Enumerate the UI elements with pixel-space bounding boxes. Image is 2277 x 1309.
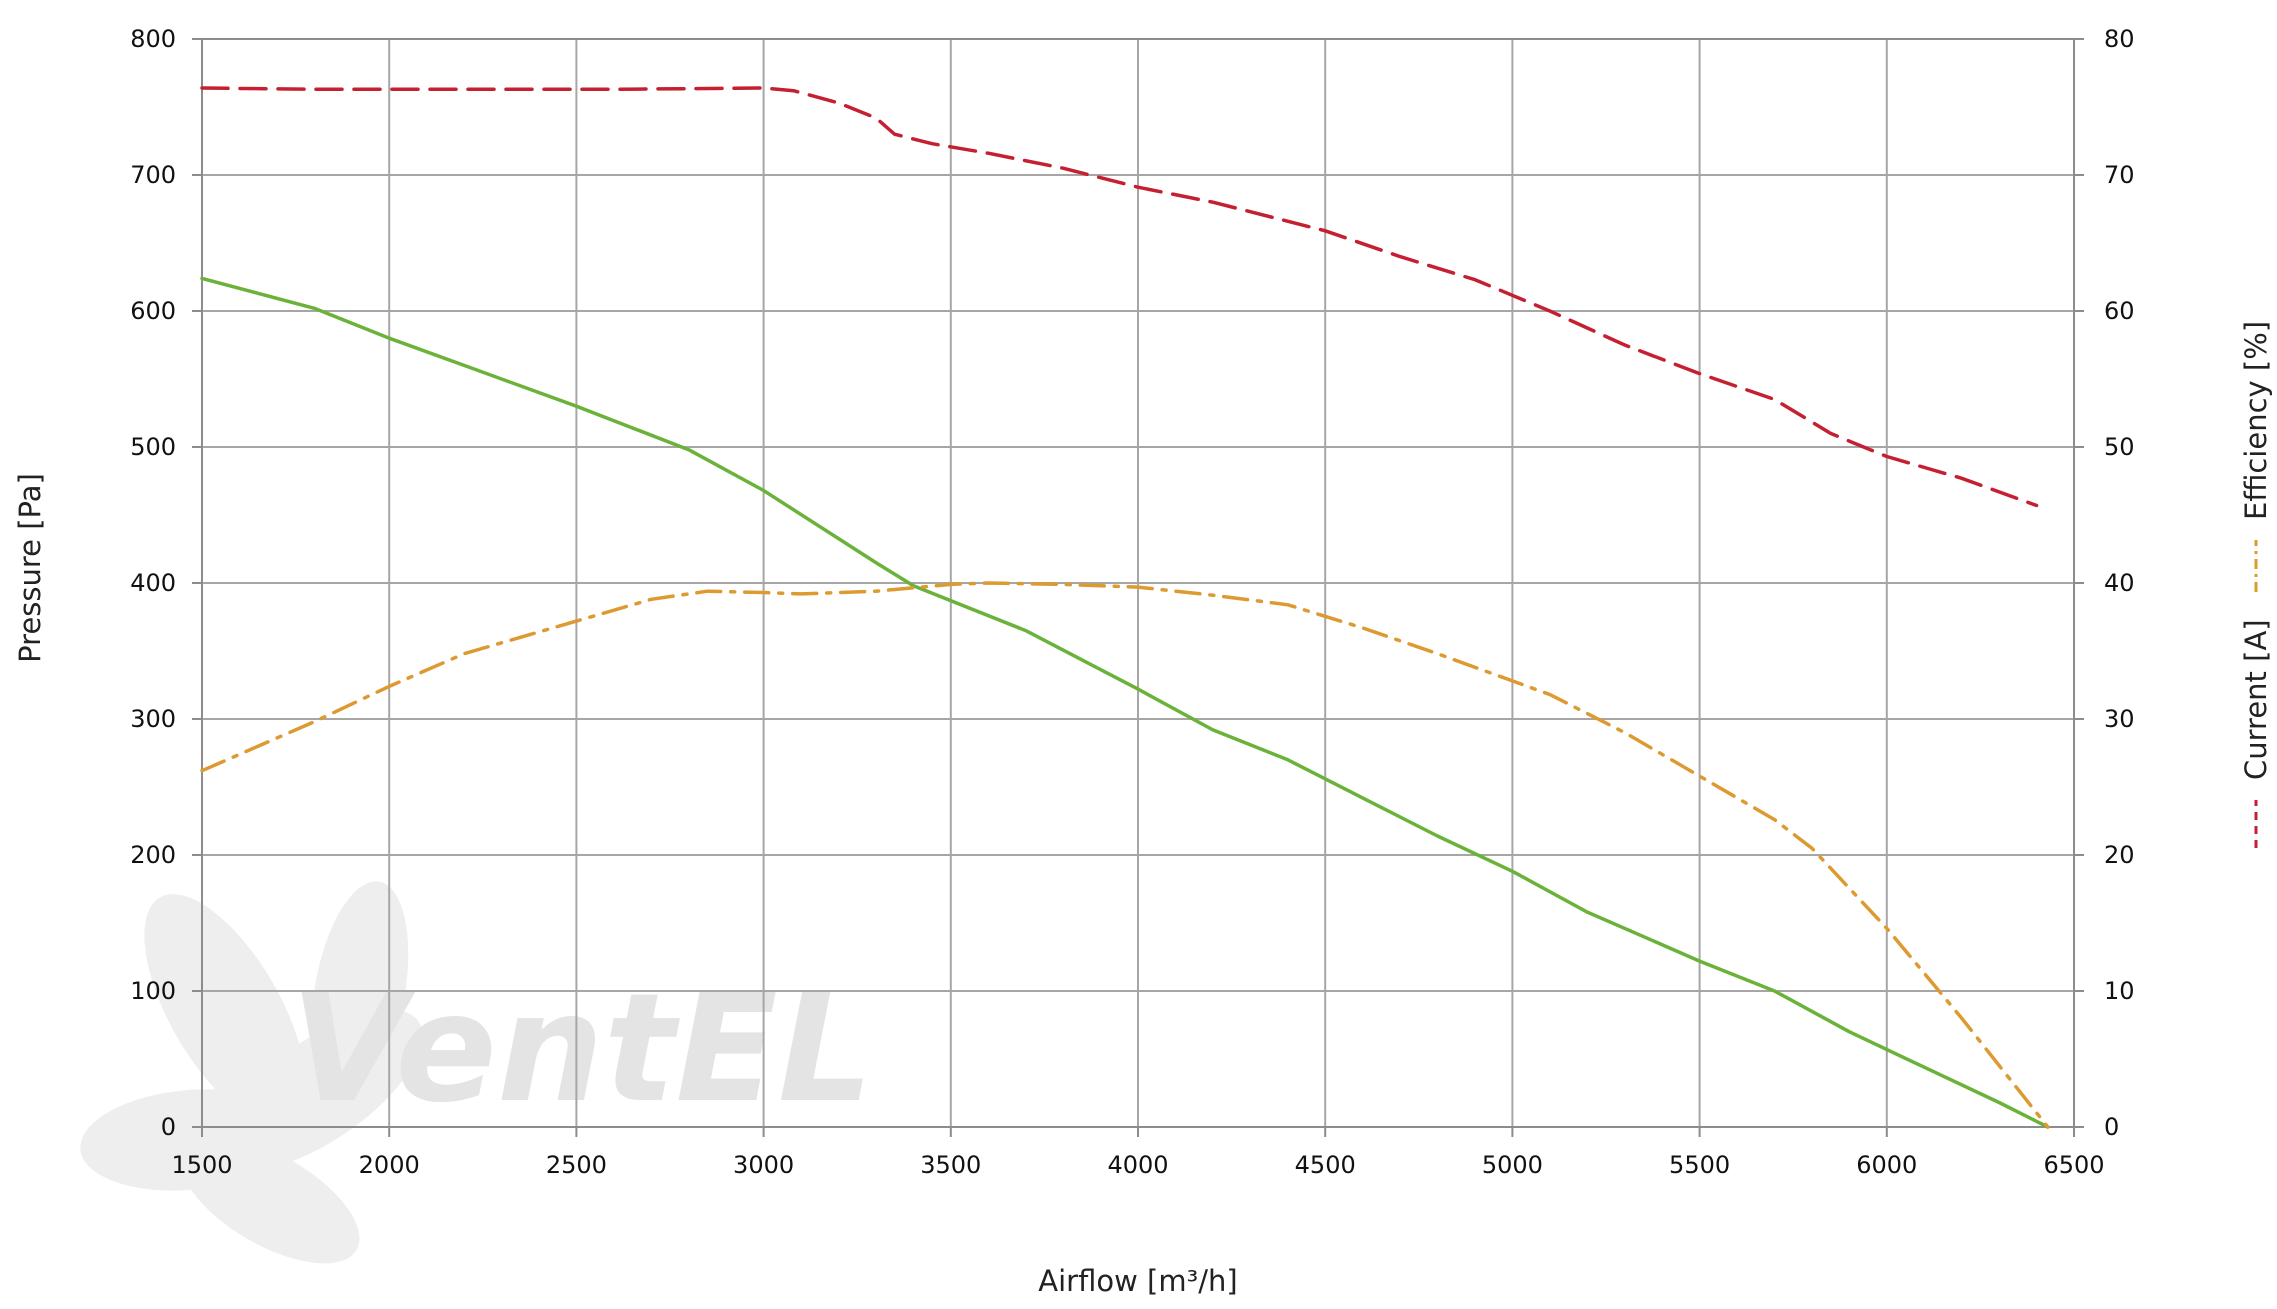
series-line-pressure <box>200 276 2050 1129</box>
x-axis-ticks: 1500 2000 2500 3000 3500 4000 4500 5000 5500 6000… <box>171 1127 2105 1179</box>
watermark-logo: VentEL <box>80 881 873 1264</box>
y2-tick-label: 0 <box>2104 1113 2119 1141</box>
y-tick-label: 800 <box>130 25 176 53</box>
y-tick-label: 400 <box>130 569 176 597</box>
y-tick-label: 300 <box>130 705 176 733</box>
x-tick-label: 4000 <box>1107 1151 1168 1179</box>
x-tick-label: 2500 <box>546 1151 607 1179</box>
x-tick-label: 4500 <box>1295 1151 1356 1179</box>
series-line-efficiency <box>200 581 2050 1129</box>
legend-current: Current [A] <box>2239 619 2273 848</box>
y2-axis-ticks: 0 10 20 30 40 50 60 70 80 <box>2074 25 2135 1141</box>
legend-current-label: Current [A] <box>2239 619 2273 780</box>
x-tick-label: 5500 <box>1669 1151 1730 1179</box>
y-tick-label: 0 <box>161 1113 176 1141</box>
legend-efficiency: Efficiency [%] <box>2239 321 2273 592</box>
y2-tick-label: 80 <box>2104 25 2135 53</box>
y2-tick-label: 30 <box>2104 705 2135 733</box>
y2-tick-label: 70 <box>2104 161 2135 189</box>
y2-tick-label: 40 <box>2104 569 2135 597</box>
x-tick-label: 2000 <box>359 1151 420 1179</box>
x-tick-label: 3000 <box>733 1151 794 1179</box>
y2-tick-label: 50 <box>2104 433 2135 461</box>
series-group <box>200 86 2050 1129</box>
y2-tick-label: 20 <box>2104 841 2135 869</box>
y-tick-label: 600 <box>130 297 176 325</box>
x-tick-label: 5000 <box>1482 1151 1543 1179</box>
y-axis-title: Pressure [Pa] <box>13 473 47 663</box>
y-tick-label: 500 <box>130 433 176 461</box>
y-tick-label: 100 <box>130 977 176 1005</box>
y2-tick-label: 10 <box>2104 977 2135 1005</box>
x-tick-label: 3500 <box>920 1151 981 1179</box>
y-axis-ticks: 0 100 200 300 400 500 600 700 800 <box>130 25 202 1141</box>
series-line-current <box>200 86 2039 508</box>
x-tick-label: 6500 <box>2043 1151 2104 1179</box>
y-tick-label: 200 <box>130 841 176 869</box>
x-tick-label: 6000 <box>1856 1151 1917 1179</box>
x-tick-label: 1500 <box>171 1151 232 1179</box>
watermark-text: VentEL <box>290 962 873 1136</box>
y2-tick-label: 60 <box>2104 297 2135 325</box>
y-tick-label: 700 <box>130 161 176 189</box>
legend-efficiency-label: Efficiency [%] <box>2239 321 2273 520</box>
x-axis-title: Airflow [m³/h] <box>1038 1264 1237 1298</box>
